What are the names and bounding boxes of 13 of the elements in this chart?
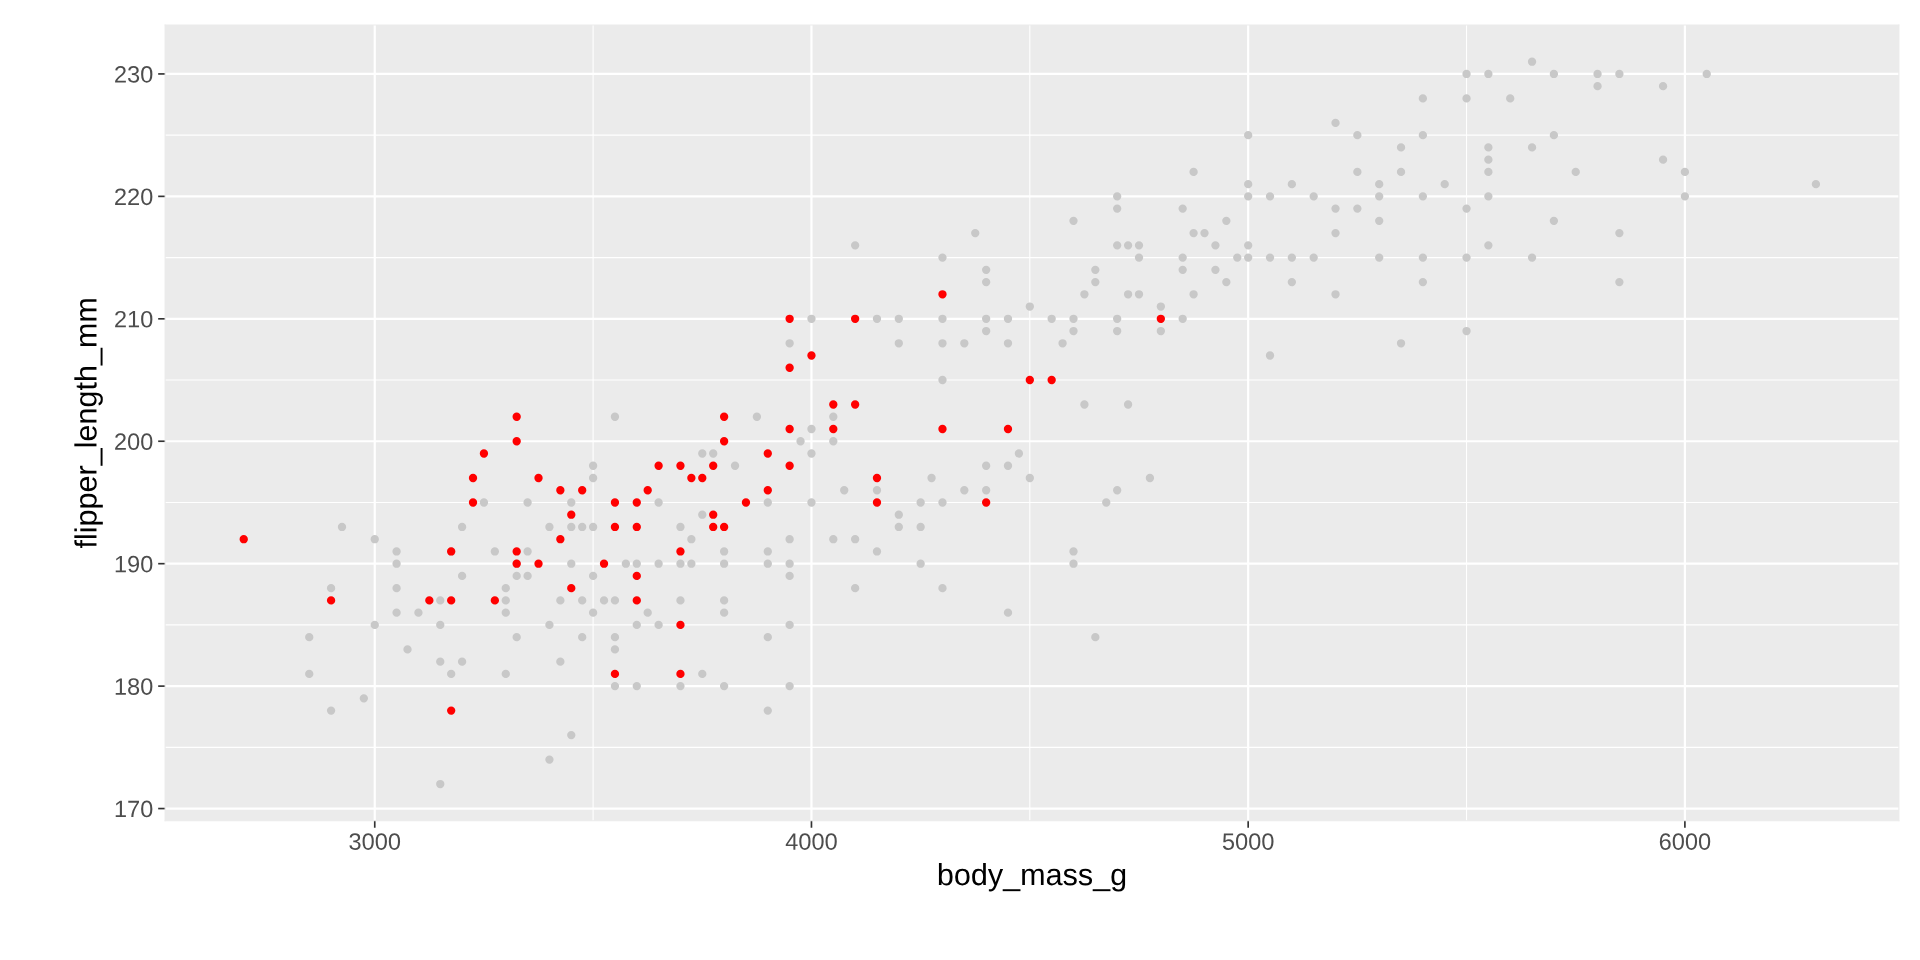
x-axis-title: body_mass_g (938, 862, 1126, 892)
x-tick-label: 5000 (1222, 833, 1274, 850)
x-tick-label: 4000 (785, 833, 837, 850)
x-tick-label: 6000 (1659, 833, 1711, 850)
y-tick-label: 230 (115, 66, 153, 83)
y-tick-label: 200 (115, 433, 153, 451)
y-tick-label: 190 (115, 555, 153, 573)
y-tick-label: 220 (115, 188, 153, 206)
x-tick-label: 3000 (349, 833, 401, 850)
y-tick-label: 180 (115, 678, 153, 695)
y-tick-label: 210 (115, 310, 153, 328)
y-tick-label: 170 (115, 800, 153, 818)
y-axis-title: flipper_length_mm (74, 299, 103, 549)
